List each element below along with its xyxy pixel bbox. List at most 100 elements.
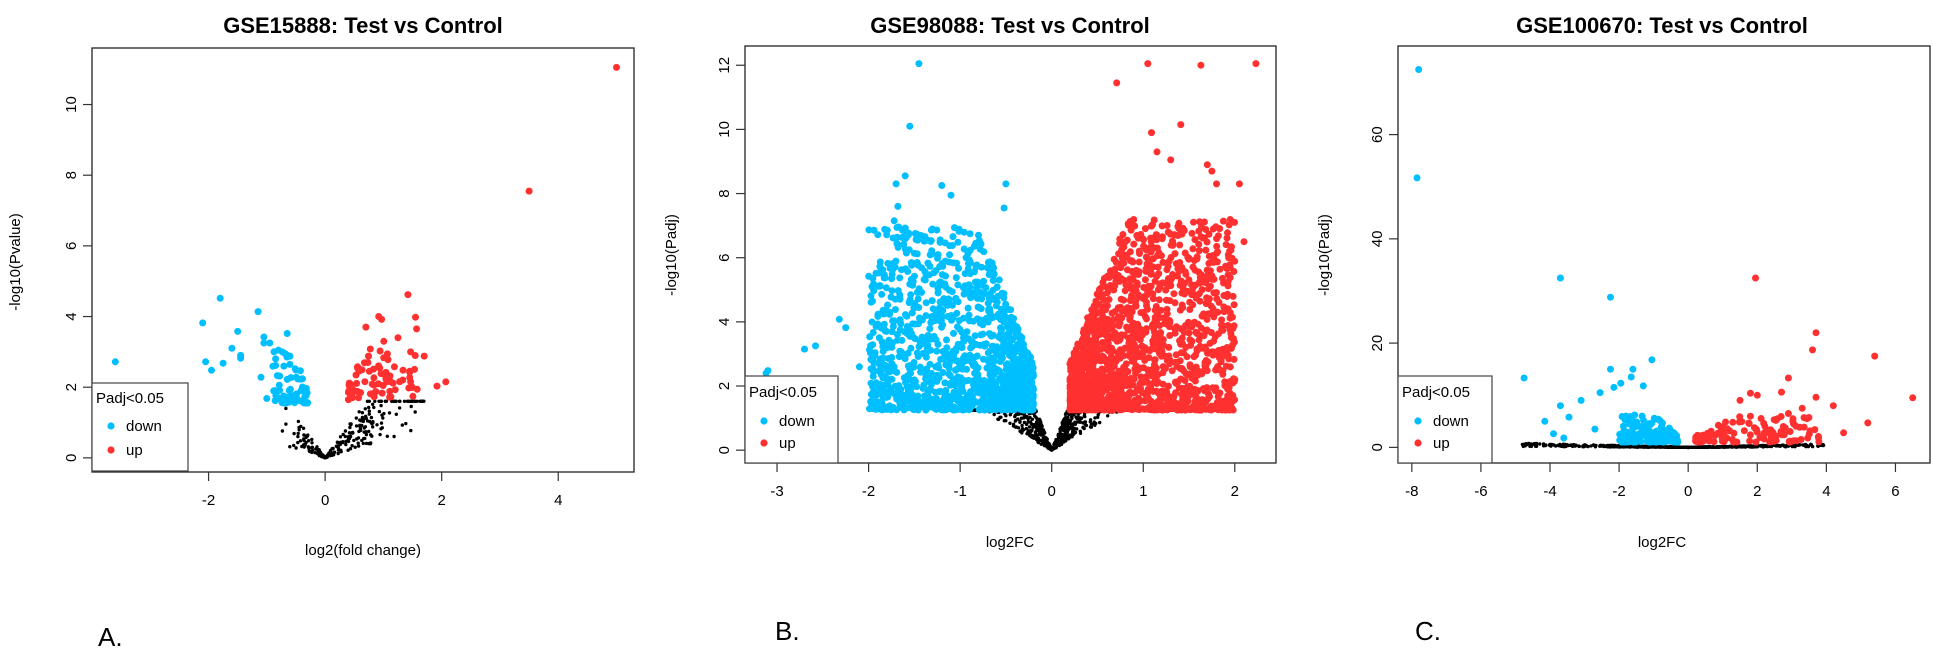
point-up [1107, 353, 1115, 361]
point-up [1201, 396, 1209, 404]
point-down [938, 312, 946, 320]
point-ns [375, 423, 379, 427]
point-up [1191, 236, 1199, 244]
point-up [1135, 324, 1143, 332]
point-down [880, 271, 888, 279]
point-up [1166, 277, 1174, 285]
legend: Padj<0.05 down up [91, 382, 189, 472]
point-up [1207, 329, 1215, 336]
point-ns [360, 417, 365, 421]
plot-frame [91, 47, 635, 473]
point-up [1135, 386, 1143, 394]
point-up [1163, 222, 1171, 229]
point-down [966, 230, 974, 238]
point-up [380, 337, 388, 345]
point-up [1178, 230, 1186, 238]
point-up [391, 386, 399, 394]
legend-marker-up [760, 439, 768, 447]
point-up [1141, 405, 1149, 413]
point-up [1225, 221, 1233, 229]
point-down [291, 399, 299, 407]
point-up [1186, 336, 1194, 344]
point-down [287, 392, 295, 400]
point-down [955, 264, 963, 272]
point-up [1209, 225, 1217, 233]
point-up [386, 372, 394, 380]
legend-marker-down [760, 417, 768, 425]
point-up [1159, 258, 1167, 266]
x-tick-label: 0 [321, 492, 329, 509]
point-ns [1029, 422, 1034, 426]
point-up [1156, 280, 1164, 288]
y-tick-label: 12 [716, 57, 733, 74]
point-down [875, 334, 883, 342]
point-up [1108, 399, 1116, 407]
point-up [345, 379, 353, 387]
point-ns [1027, 425, 1032, 429]
point-ns [368, 442, 373, 446]
point-down [919, 384, 927, 392]
point-up [406, 367, 414, 375]
legend-label-up: up [126, 442, 143, 459]
point-up [1133, 279, 1141, 287]
point-ns [1070, 433, 1074, 437]
point-up [370, 374, 378, 382]
point-up [1155, 249, 1163, 257]
point-down [900, 240, 908, 248]
point-up [1135, 268, 1143, 276]
point-down [966, 283, 974, 291]
point-up [413, 385, 421, 393]
point-up [1155, 296, 1163, 304]
point-up [1203, 161, 1211, 169]
point-down [901, 172, 909, 180]
point-down [955, 389, 963, 397]
point-down [902, 249, 910, 257]
point-ns [1083, 414, 1087, 419]
point-up [1180, 387, 1187, 395]
point-ns [280, 429, 285, 433]
y-tick-label: 6 [63, 242, 80, 250]
point-ns [357, 429, 361, 434]
point-up [1190, 218, 1197, 226]
point-up [1204, 285, 1212, 293]
point-up [1190, 353, 1198, 361]
point-up [1100, 343, 1108, 351]
point-ns [1073, 430, 1078, 435]
point-up [1195, 406, 1203, 414]
point-ns [379, 403, 383, 408]
point-up [344, 396, 352, 404]
point-down [922, 353, 930, 361]
point-down [896, 400, 904, 408]
point-down [893, 331, 901, 338]
point-up [1154, 398, 1162, 406]
points-layer [762, 60, 1260, 452]
point-up [1225, 254, 1233, 262]
point-up [1113, 79, 1121, 87]
point-up [365, 352, 372, 360]
y-tick-label: 2 [716, 382, 733, 390]
point-ns [1037, 429, 1041, 433]
point-up [1088, 388, 1096, 396]
point-up [1200, 310, 1207, 318]
point-ns [343, 429, 348, 433]
point-down [888, 328, 896, 336]
point-down [929, 305, 937, 313]
point-down [971, 332, 979, 340]
point-ns [1018, 419, 1022, 423]
point-down [260, 333, 268, 341]
point-ns [372, 405, 376, 410]
point-up [1094, 322, 1102, 330]
point-down [888, 275, 896, 283]
point-down [989, 276, 997, 284]
point-down [918, 340, 926, 348]
point-up [1209, 305, 1217, 313]
point-ns [1058, 437, 1062, 441]
point-up [1205, 230, 1213, 238]
point-up [1206, 339, 1214, 347]
y-axis-label: -log10(Padj) [663, 214, 680, 296]
point-down [988, 354, 996, 362]
point-up [364, 359, 372, 366]
point-up [1127, 226, 1135, 234]
point-down [907, 259, 915, 267]
